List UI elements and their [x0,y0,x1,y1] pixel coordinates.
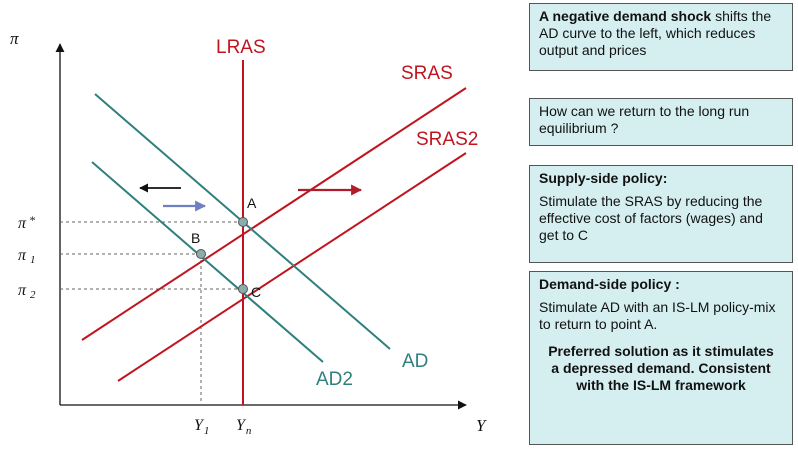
point-b-label: B [191,230,200,246]
supply-policy-text: Stimulate the SRAS by reducing the effec… [539,193,763,243]
ad2-label: AD2 [316,369,353,390]
lras-label: LRAS [216,37,266,58]
point-c-marker [238,284,248,294]
point-a-label: A [247,195,257,211]
supply-policy-panel: Supply-side policy: Stimulate the SRAS b… [529,165,793,263]
negative-shock-bold: A negative demand shock [539,8,712,24]
ad-label: AD [402,351,428,372]
demand-policy-panel: Demand-side policy : Stimulate AD with a… [529,271,793,445]
supply-policy-heading: Supply-side policy: [539,170,668,186]
sras-curve [81,87,467,341]
negative-shock-panel: A negative demand shock shifts the AD cu… [529,3,793,71]
point-b-marker [196,249,206,259]
tick-y-n: Yn [236,417,252,437]
question-text: How can we return to the long run equili… [539,103,750,136]
question-panel: How can we return to the long run equili… [529,98,793,146]
point-a-marker [238,217,248,227]
x-axis-symbol: Y [476,416,487,435]
negative-shock-rest: shifts the AD curve to the left, which r… [539,8,772,58]
preferred-solution-text: Preferred solution as it stimulates a de… [548,343,774,393]
negative-shock-text: A negative demand shock shifts the AD cu… [539,8,783,59]
tick-y-1: Y1 [194,417,209,437]
sras-label: SRAS [401,63,453,84]
tick-pi-star: π * [18,213,35,232]
sras2-curve [117,152,467,382]
point-c-label: C [251,284,261,300]
demand-policy-text: Stimulate AD with an IS-LM policy-mix to… [539,299,776,332]
demand-policy-heading: Demand-side policy : [539,276,680,292]
y-axis-symbol: π [10,29,19,48]
ad2-curve [91,161,324,363]
sras2-label: SRAS2 [416,129,478,150]
